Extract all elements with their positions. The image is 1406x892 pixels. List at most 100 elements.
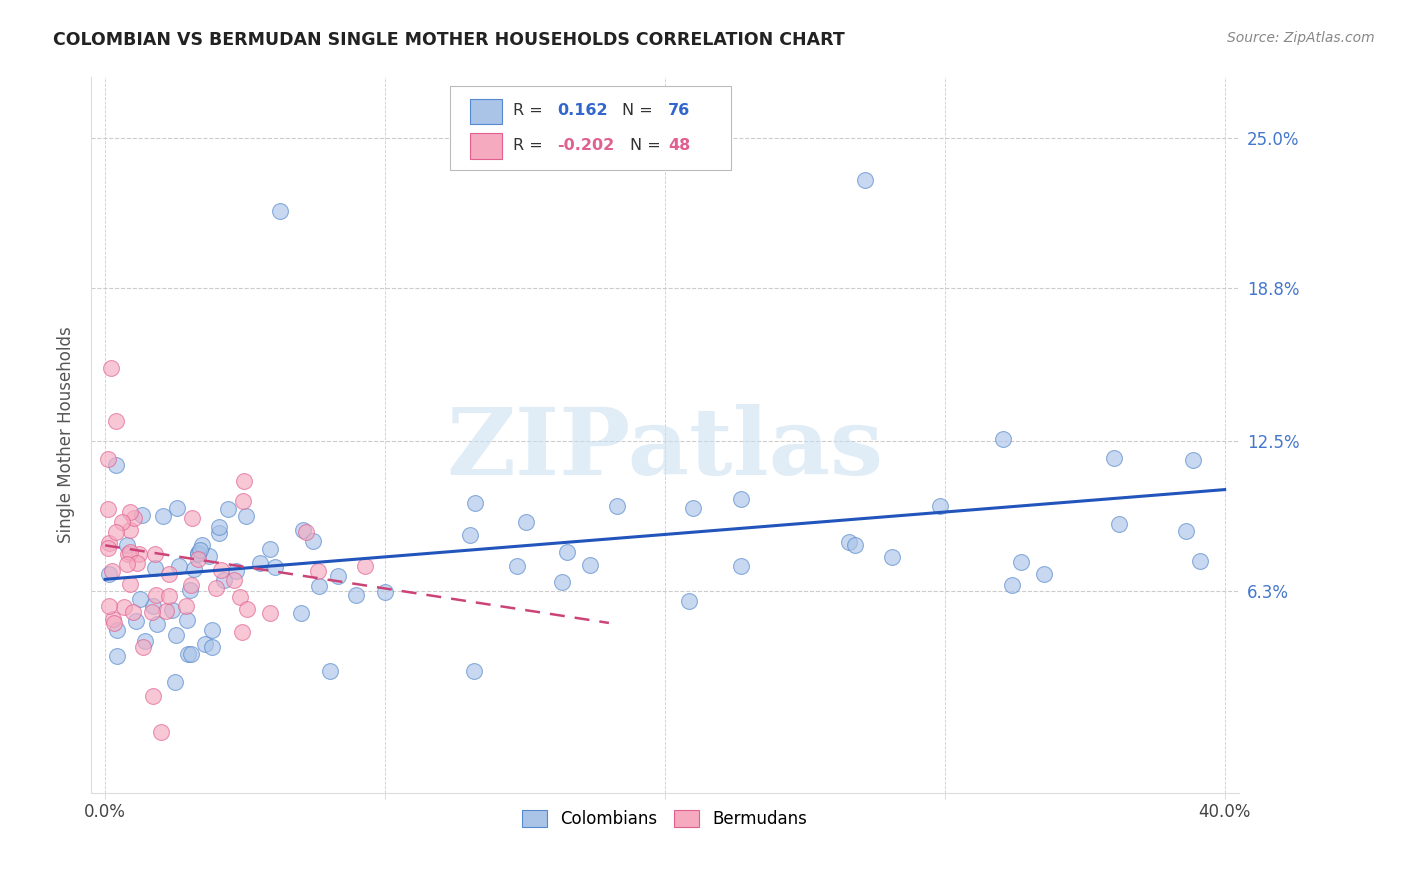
Point: [117, 547, 139, 561]
Point: [97, 451, 120, 466]
Text: R =: R =: [513, 137, 548, 153]
Point: [129, 592, 152, 607]
Point: [328, 569, 350, 583]
Point: [104, 414, 127, 428]
Point: [118, 545, 141, 559]
Point: [838, 534, 860, 549]
Point: [506, 559, 529, 574]
Point: [217, 501, 239, 516]
Point: [1102, 451, 1125, 466]
Point: [134, 634, 156, 648]
Point: [1001, 578, 1024, 592]
Point: [353, 558, 375, 573]
Point: [160, 603, 183, 617]
Point: [578, 558, 600, 572]
FancyBboxPatch shape: [470, 99, 502, 124]
Point: [853, 173, 876, 187]
Point: [730, 558, 752, 573]
Point: [1182, 452, 1205, 467]
Point: [180, 577, 202, 591]
Point: [180, 647, 202, 661]
Point: [208, 526, 231, 541]
Point: [292, 524, 315, 538]
Point: [125, 614, 148, 628]
Point: [928, 500, 950, 514]
Point: [97, 536, 120, 550]
Point: [142, 599, 165, 613]
Point: [374, 584, 396, 599]
FancyBboxPatch shape: [450, 86, 731, 170]
Point: [225, 564, 247, 578]
Point: [98, 566, 121, 581]
Point: [143, 547, 166, 561]
Point: [1189, 554, 1212, 568]
Point: [222, 573, 245, 587]
Point: [150, 725, 173, 739]
Point: [551, 574, 574, 589]
Point: [344, 588, 367, 602]
Text: N =: N =: [630, 137, 666, 153]
Point: [1175, 524, 1198, 538]
Point: [111, 515, 134, 529]
Point: [201, 623, 224, 637]
Point: [176, 613, 198, 627]
Point: [155, 604, 177, 618]
Point: [141, 605, 163, 619]
Point: [515, 516, 537, 530]
Point: [235, 508, 257, 523]
Point: [121, 605, 143, 619]
Point: [120, 577, 142, 591]
Point: [183, 562, 205, 576]
Point: [104, 458, 127, 473]
Point: [307, 564, 329, 578]
Text: COLOMBIAN VS BERMUDAN SINGLE MOTHER HOUSEHOLDS CORRELATION CHART: COLOMBIAN VS BERMUDAN SINGLE MOTHER HOUS…: [53, 31, 845, 49]
Point: [157, 589, 180, 603]
Point: [259, 541, 281, 556]
Text: R =: R =: [513, 103, 548, 118]
Point: [122, 511, 145, 525]
Point: [229, 590, 252, 604]
Point: [179, 583, 201, 598]
Point: [176, 599, 198, 613]
Point: [115, 538, 138, 552]
Point: [880, 549, 903, 564]
Point: [166, 501, 188, 516]
Point: [165, 628, 187, 642]
Text: -0.202: -0.202: [557, 137, 614, 153]
Point: [249, 556, 271, 570]
Point: [97, 541, 120, 555]
Point: [118, 523, 141, 537]
Point: [198, 549, 221, 564]
Point: [157, 566, 180, 581]
Point: [101, 612, 124, 626]
Point: [209, 563, 232, 577]
Point: [167, 558, 190, 573]
Point: [302, 533, 325, 548]
Point: [606, 500, 628, 514]
Point: [97, 501, 120, 516]
Point: [143, 561, 166, 575]
Point: [128, 548, 150, 562]
Point: [112, 599, 135, 614]
Point: [231, 625, 253, 640]
Y-axis label: Single Mother Households: Single Mother Households: [58, 326, 75, 543]
Point: [188, 543, 211, 558]
Point: [464, 496, 486, 510]
Point: [165, 674, 187, 689]
Point: [180, 511, 202, 525]
Point: [232, 494, 254, 508]
Point: [308, 579, 330, 593]
Point: [152, 509, 174, 524]
Text: ZIPatlas: ZIPatlas: [446, 404, 883, 494]
Point: [97, 599, 120, 614]
Text: N =: N =: [623, 103, 658, 118]
Point: [103, 615, 125, 630]
Point: [105, 623, 128, 637]
Point: [682, 501, 704, 516]
Point: [458, 528, 481, 542]
Point: [290, 606, 312, 620]
Point: [187, 547, 209, 561]
Point: [145, 588, 167, 602]
Point: [205, 582, 228, 596]
Point: [187, 546, 209, 560]
